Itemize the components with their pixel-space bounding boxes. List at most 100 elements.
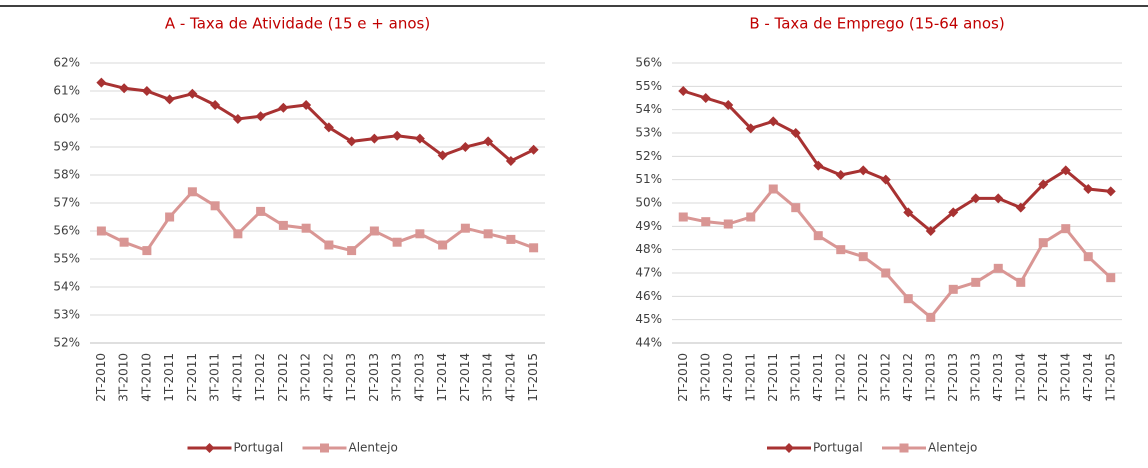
marker	[210, 201, 220, 211]
x-tick-label: 3T-2013	[390, 353, 404, 402]
x-tick-label: 2T-2010	[676, 353, 690, 402]
marker	[392, 130, 403, 141]
marker	[993, 193, 1004, 204]
y-tick-label: 55%	[53, 252, 80, 266]
marker	[745, 123, 756, 134]
x-tick-label: 1T-2011	[162, 353, 176, 402]
marker	[414, 133, 425, 144]
y-tick-label: 53%	[53, 308, 80, 322]
x-tick-label: 4T-2013	[412, 353, 426, 402]
marker	[1083, 184, 1094, 194]
x-tick-label: 1T-2013	[923, 353, 937, 402]
y-tick-label: 55%	[635, 79, 662, 93]
marker	[347, 246, 357, 256]
marker	[858, 252, 868, 262]
marker	[768, 116, 779, 127]
marker	[415, 229, 425, 239]
x-tick-label: 3T-2013	[968, 353, 982, 402]
legend-label: Portugal	[813, 441, 863, 455]
marker	[141, 86, 152, 96]
x-tick-label: 3T-2014	[481, 353, 495, 402]
y-tick-label: 51%	[635, 172, 662, 186]
marker	[232, 114, 243, 124]
marker	[437, 150, 448, 161]
y-tick-label: 54%	[53, 280, 80, 294]
x-tick-label: 1T-2014	[1013, 353, 1027, 402]
x-tick-label: 4T-2011	[230, 353, 244, 402]
x-tick-label: 3T-2011	[208, 353, 222, 402]
x-tick-label: 2T-2013	[946, 353, 960, 402]
y-tick-label: 56%	[635, 56, 662, 70]
marker	[278, 102, 289, 113]
x-tick-label: 4T-2013	[991, 353, 1005, 402]
x-tick-label: 1T-2012	[833, 353, 847, 402]
marker	[903, 294, 913, 304]
marker	[301, 223, 311, 233]
marker	[881, 268, 891, 278]
series-line	[682, 186, 1112, 320]
marker	[320, 443, 329, 453]
marker	[701, 217, 711, 227]
marker	[1015, 202, 1026, 213]
marker	[528, 144, 539, 155]
marker	[1106, 273, 1116, 283]
y-tick-label: 53%	[635, 126, 662, 140]
x-tick-label: 3T-2010	[117, 353, 131, 402]
marker	[256, 206, 266, 216]
marker	[948, 284, 958, 294]
marker	[96, 77, 107, 88]
marker	[723, 219, 733, 229]
marker	[678, 212, 688, 222]
marker	[324, 240, 334, 250]
x-tick-label: 4T-2012	[321, 353, 335, 402]
x-tick-label: 1T-2015	[526, 353, 540, 402]
marker	[255, 111, 266, 122]
legend-label: Alentejo	[349, 441, 398, 455]
y-tick-label: 61%	[53, 84, 80, 98]
marker	[790, 128, 801, 138]
y-tick-label: 48%	[635, 242, 662, 256]
marker	[346, 136, 357, 147]
marker	[899, 443, 909, 453]
marker	[1038, 238, 1048, 248]
x-tick-label: 1T-2013	[344, 353, 358, 402]
marker	[836, 245, 846, 255]
y-tick-label: 45%	[635, 312, 662, 326]
x-tick-label: 4T-2010	[721, 353, 735, 402]
marker	[119, 83, 130, 94]
y-tick-label: 47%	[635, 266, 662, 280]
marker	[993, 263, 1003, 273]
marker	[723, 100, 734, 110]
marker	[204, 443, 215, 453]
marker	[392, 237, 402, 247]
x-tick-label: 2T-2012	[856, 353, 870, 402]
x-tick-label: 2T-2011	[766, 353, 780, 402]
y-tick-label: 46%	[635, 289, 662, 303]
x-tick-label: 2T-2010	[94, 353, 108, 402]
x-tick-label: 2T-2014	[458, 353, 472, 402]
marker	[880, 174, 891, 185]
marker	[1060, 165, 1071, 176]
marker	[858, 165, 869, 176]
marker	[926, 312, 936, 322]
marker	[165, 212, 175, 222]
marker	[746, 212, 756, 222]
marker	[835, 170, 846, 180]
marker	[903, 207, 914, 218]
x-tick-label: 1T-2011	[743, 353, 757, 402]
marker	[96, 226, 106, 236]
x-tick-label: 4T-2012	[901, 353, 915, 402]
y-tick-label: 59%	[53, 140, 80, 154]
marker	[483, 136, 494, 147]
x-tick-label: 4T-2014	[503, 353, 517, 402]
x-tick-label: 2T-2013	[367, 353, 381, 402]
x-tick-label: 3T-2012	[299, 353, 313, 402]
y-tick-label: 52%	[635, 149, 662, 163]
marker	[1083, 252, 1093, 262]
x-tick-label: 2T-2012	[276, 353, 290, 402]
x-tick-label: 1T-2015	[1103, 353, 1117, 402]
y-tick-label: 44%	[635, 336, 662, 350]
marker	[233, 229, 243, 239]
marker	[210, 100, 221, 110]
